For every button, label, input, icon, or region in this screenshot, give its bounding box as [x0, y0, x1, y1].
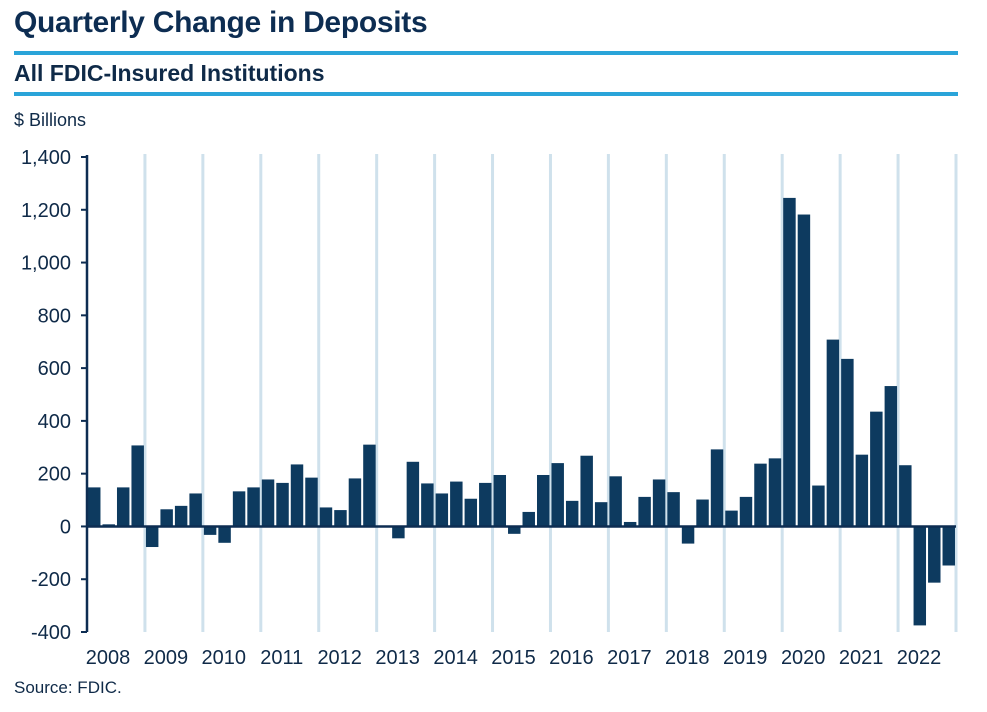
x-tick-label: 2016: [549, 647, 594, 669]
bar: [334, 510, 347, 527]
x-tick-label: 2015: [491, 647, 536, 669]
bar: [232, 491, 246, 527]
y-tick-label: -200: [31, 569, 71, 591]
bar: [826, 339, 840, 527]
bar: [522, 511, 535, 527]
bar: [450, 481, 463, 527]
bar: [783, 197, 796, 527]
bar: [537, 474, 550, 527]
bar: [203, 526, 217, 535]
bar: [667, 492, 680, 527]
x-tick-label: 2014: [433, 647, 478, 669]
y-tick-label: -400: [31, 622, 71, 644]
x-tick-label: 2019: [723, 647, 768, 669]
x-tick-label: 2017: [607, 647, 652, 669]
bar: [942, 526, 955, 566]
x-tick-label: 2011: [260, 647, 303, 669]
bar: [479, 482, 492, 527]
y-tick-label: 1,000: [21, 253, 71, 275]
x-tick-label: 2008: [86, 647, 131, 669]
bar: [609, 476, 622, 527]
x-tick-label: 2022: [897, 647, 942, 669]
y-tick-labels: -400 -200 0 200 400 600 800 1,000 1,200 1,400: [21, 147, 71, 644]
chart-title: Quarterly Change in Deposits: [14, 6, 428, 39]
bar: [392, 526, 405, 539]
bar-series: [88, 197, 955, 626]
y-tick-label: 1,400: [21, 147, 71, 169]
x-tick-label: 2012: [317, 647, 362, 669]
y-tick-label: 200: [38, 464, 71, 486]
x-tick-label: 2013: [375, 647, 420, 669]
y-axis-unit-label: $ Billions: [14, 110, 87, 130]
bar: [681, 526, 695, 544]
bar: [131, 445, 144, 527]
bar: [406, 461, 420, 527]
bar: [421, 483, 434, 527]
bar: [928, 526, 941, 583]
x-tick-label: 2009: [144, 647, 189, 669]
y-tick-label: 800: [38, 305, 71, 327]
bar: [464, 498, 478, 527]
bar: [855, 454, 869, 527]
source-note: Source: FDIC.: [14, 678, 122, 697]
bar: [739, 496, 753, 527]
y-tick-label: 400: [38, 411, 71, 433]
bar: [551, 463, 564, 527]
x-tick-labels: 2008 2009 2010 2011 2012 2013 2014 2015 2016 2017…: [86, 647, 942, 669]
bar: [88, 487, 101, 527]
bar: [696, 499, 709, 527]
bar: [319, 507, 333, 527]
bar: [580, 455, 593, 527]
bar: [290, 464, 304, 527]
bar: [623, 521, 637, 527]
subtitle-rule: [14, 92, 958, 96]
bar: [841, 358, 854, 527]
bar: [145, 526, 159, 548]
bar: [493, 474, 507, 527]
bar: [768, 458, 782, 527]
bar: [160, 509, 173, 527]
chart-subtitle: All FDIC-Insured Institutions: [14, 60, 325, 86]
bar: [754, 463, 767, 527]
y-tick-label: 600: [38, 358, 71, 380]
bar: [189, 493, 202, 527]
x-tick-label: 2020: [781, 647, 826, 669]
bar: [812, 485, 825, 527]
title-rule: [14, 51, 958, 55]
bar: [725, 510, 738, 527]
x-tick-label: 2021: [839, 647, 884, 669]
bar: [710, 449, 724, 527]
bar: [174, 505, 188, 527]
bar: [116, 487, 130, 527]
bar: [348, 478, 362, 527]
bar: [508, 526, 521, 534]
bar: [652, 479, 666, 527]
bar: [276, 482, 289, 527]
bar: [435, 493, 449, 527]
bar: [638, 496, 651, 527]
bar: [594, 502, 608, 527]
axes: [81, 155, 956, 633]
bar: [305, 477, 318, 527]
x-tick-label: 2010: [202, 647, 247, 669]
bar: [899, 465, 912, 527]
bar: [565, 500, 579, 527]
bar: [261, 479, 275, 527]
year-gridlines: [143, 154, 958, 632]
x-tick-label: 2018: [665, 647, 710, 669]
y-tick-label: 0: [60, 516, 71, 538]
y-tick-label: 1,200: [21, 200, 71, 222]
bar: [247, 487, 260, 527]
bar: [884, 386, 898, 527]
bar: [870, 411, 883, 527]
bar: [218, 526, 231, 543]
bar: [797, 214, 811, 527]
bar: [913, 526, 927, 626]
bar: [363, 444, 376, 527]
